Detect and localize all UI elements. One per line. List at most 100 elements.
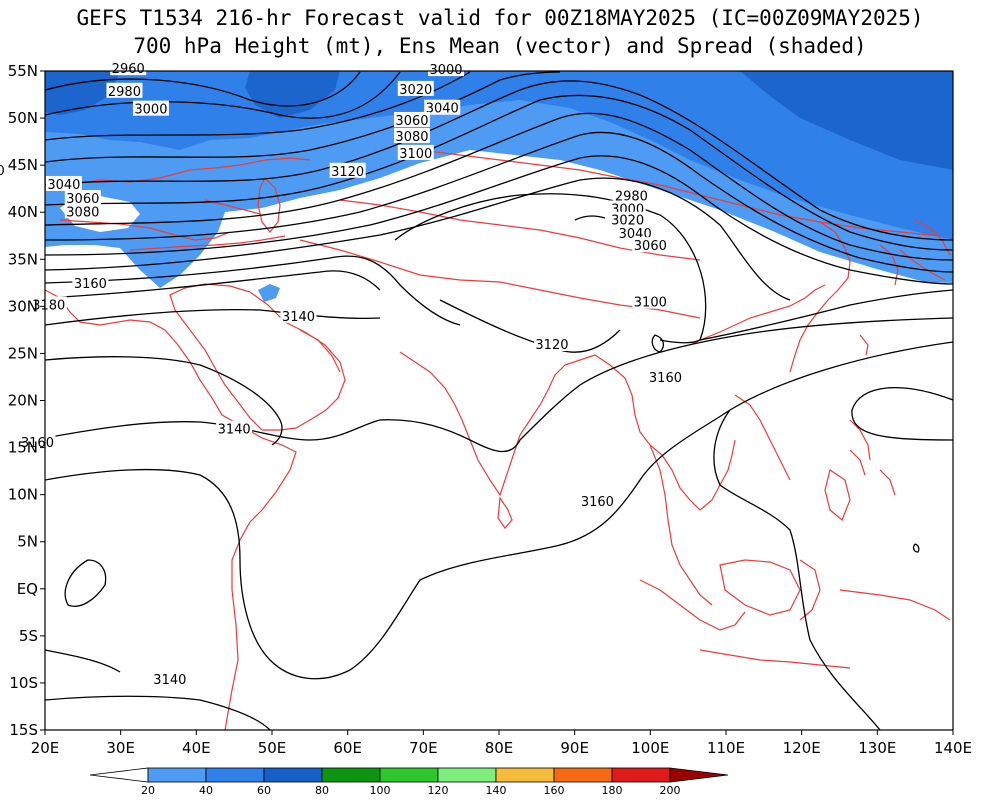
colorbar-label: 200 (660, 784, 681, 797)
lat-tick-label: 15S (9, 721, 38, 739)
contour-label: 2960 (110, 60, 147, 77)
contour-label: 3080 (393, 127, 430, 145)
svg-text:3100: 3100 (634, 296, 667, 311)
svg-text:3180: 3180 (32, 298, 65, 313)
lon-tick-label: 50E (258, 739, 287, 757)
lat-tick-label: 30N (8, 297, 38, 315)
lat-tick-label: 10N (8, 486, 38, 504)
lat-tick-label: 20N (8, 392, 38, 410)
colorbar-segment (611, 767, 671, 783)
lon-tick-label: 70E (409, 739, 438, 757)
colorbar-segment (263, 767, 323, 783)
contour-label: 3140 (280, 307, 317, 325)
colorbar-label: 100 (370, 784, 391, 797)
contour-label: 3100 (632, 293, 669, 311)
lon-tick-label: 40E (182, 739, 211, 757)
lat-tick-label: 15N (8, 439, 38, 457)
lon-tick-label: 80E (485, 739, 514, 757)
colorbar-segment (205, 767, 265, 783)
colorbar-segment (89, 767, 149, 783)
lat-tick-label: EQ (17, 580, 38, 598)
colorbar-label: 80 (315, 784, 329, 797)
colorbar-label: 60 (257, 784, 271, 797)
colorbar-label: 180 (602, 784, 623, 797)
map-axes: 20E 30E 40E 50E 60E 70E 80E 90E 100E 110E 120E 130E… (8, 62, 972, 757)
lat-tick-label: 45N (8, 156, 38, 174)
lon-tick-label: 110E (707, 739, 745, 757)
svg-text:3100: 3100 (399, 147, 432, 162)
contour-label: 3120 (329, 162, 366, 180)
lon-tick-label: 90E (560, 739, 589, 757)
spread-area-dark (45, 71, 953, 170)
contour-label: 3080 (64, 203, 101, 220)
colorbar-label: 20 (141, 784, 155, 797)
contour-label: 3040 (424, 99, 461, 117)
lon-tick-label: 100E (631, 739, 669, 757)
svg-text:3020: 3020 (0, 164, 5, 179)
svg-text:3140: 3140 (153, 673, 186, 688)
svg-text:3140: 3140 (218, 423, 251, 438)
svg-text:3160: 3160 (21, 436, 54, 451)
lon-tick-label: 60E (333, 739, 362, 757)
contour-label: 3000 (132, 100, 169, 118)
map-title-line1: GEFS T1534 216-hr Forecast valid for 00Z… (76, 6, 924, 30)
svg-text:3160: 3160 (74, 277, 107, 292)
lat-tick-label: 40N (8, 203, 38, 221)
lon-tick-label: 30E (106, 739, 135, 757)
svg-text:3000: 3000 (134, 103, 167, 118)
map-title-line2: 700 hPa Height (mt), Ens Mean (vector) a… (133, 34, 867, 58)
contour-label: 3020 (0, 161, 7, 179)
lat-tick-label: 25N (8, 344, 38, 362)
colorbar-label: 40 (199, 784, 213, 797)
colorbar-segment (321, 767, 381, 783)
svg-text:3040: 3040 (426, 102, 459, 117)
svg-text:3060: 3060 (634, 239, 667, 254)
lat-tick-label: 55N (8, 62, 38, 80)
contour-labels: 2960298030003020304030603080300030203040… (0, 60, 684, 688)
svg-text:3020: 3020 (399, 83, 432, 98)
lat-tick-label: 50N (8, 109, 38, 127)
contour-label: 2980 (106, 82, 143, 100)
svg-text:3060: 3060 (395, 114, 428, 129)
lat-tick-label: 5N (17, 533, 38, 551)
lat-tick-label: 35N (8, 250, 38, 268)
svg-text:2960: 2960 (112, 62, 145, 77)
colorbar-segment (147, 767, 207, 783)
contour-label: 3040 (45, 175, 82, 193)
lon-tick-label: 120E (783, 739, 821, 757)
colorbar-segment (553, 767, 613, 783)
contour-label: 3160 (19, 433, 56, 451)
contour-label: 3140 (216, 420, 253, 438)
svg-text:3080: 3080 (66, 205, 99, 220)
contour-label: 3160 (72, 274, 109, 292)
spread-shading (45, 71, 953, 302)
colorbar-label: 120 (428, 784, 449, 797)
colorbar-label: 160 (544, 784, 565, 797)
svg-text:3080: 3080 (395, 130, 428, 145)
svg-text:3160: 3160 (649, 371, 682, 386)
contour-label: 3180 (30, 296, 67, 313)
lon-tick-label: 20E (31, 739, 60, 757)
height-contours (45, 71, 953, 730)
lon-tick-label: 140E (934, 739, 972, 757)
colorbar-segment (379, 767, 439, 783)
contour-label: 3120 (533, 336, 570, 353)
colorbar-label: 140 (486, 784, 507, 797)
svg-text:3120: 3120 (535, 338, 568, 353)
svg-text:3120: 3120 (331, 165, 364, 180)
contour-label: 3140 (151, 671, 188, 688)
contour-label: 3000 (428, 61, 465, 78)
contour-label: 3020 (397, 80, 434, 98)
lat-tick-label: 5S (19, 627, 38, 645)
svg-text:3040: 3040 (47, 178, 80, 193)
lat-tick-label: 10S (9, 674, 38, 692)
contour-label: 3100 (397, 144, 434, 162)
colorbar-segment (437, 767, 497, 783)
svg-text:3160: 3160 (581, 495, 614, 510)
colorbar-segment (495, 767, 555, 783)
contour-label: 3060 (393, 111, 430, 129)
contour-label: 3160 (579, 493, 616, 510)
lon-tick-label: 130E (858, 739, 896, 757)
contour-label: 3060 (632, 237, 669, 254)
